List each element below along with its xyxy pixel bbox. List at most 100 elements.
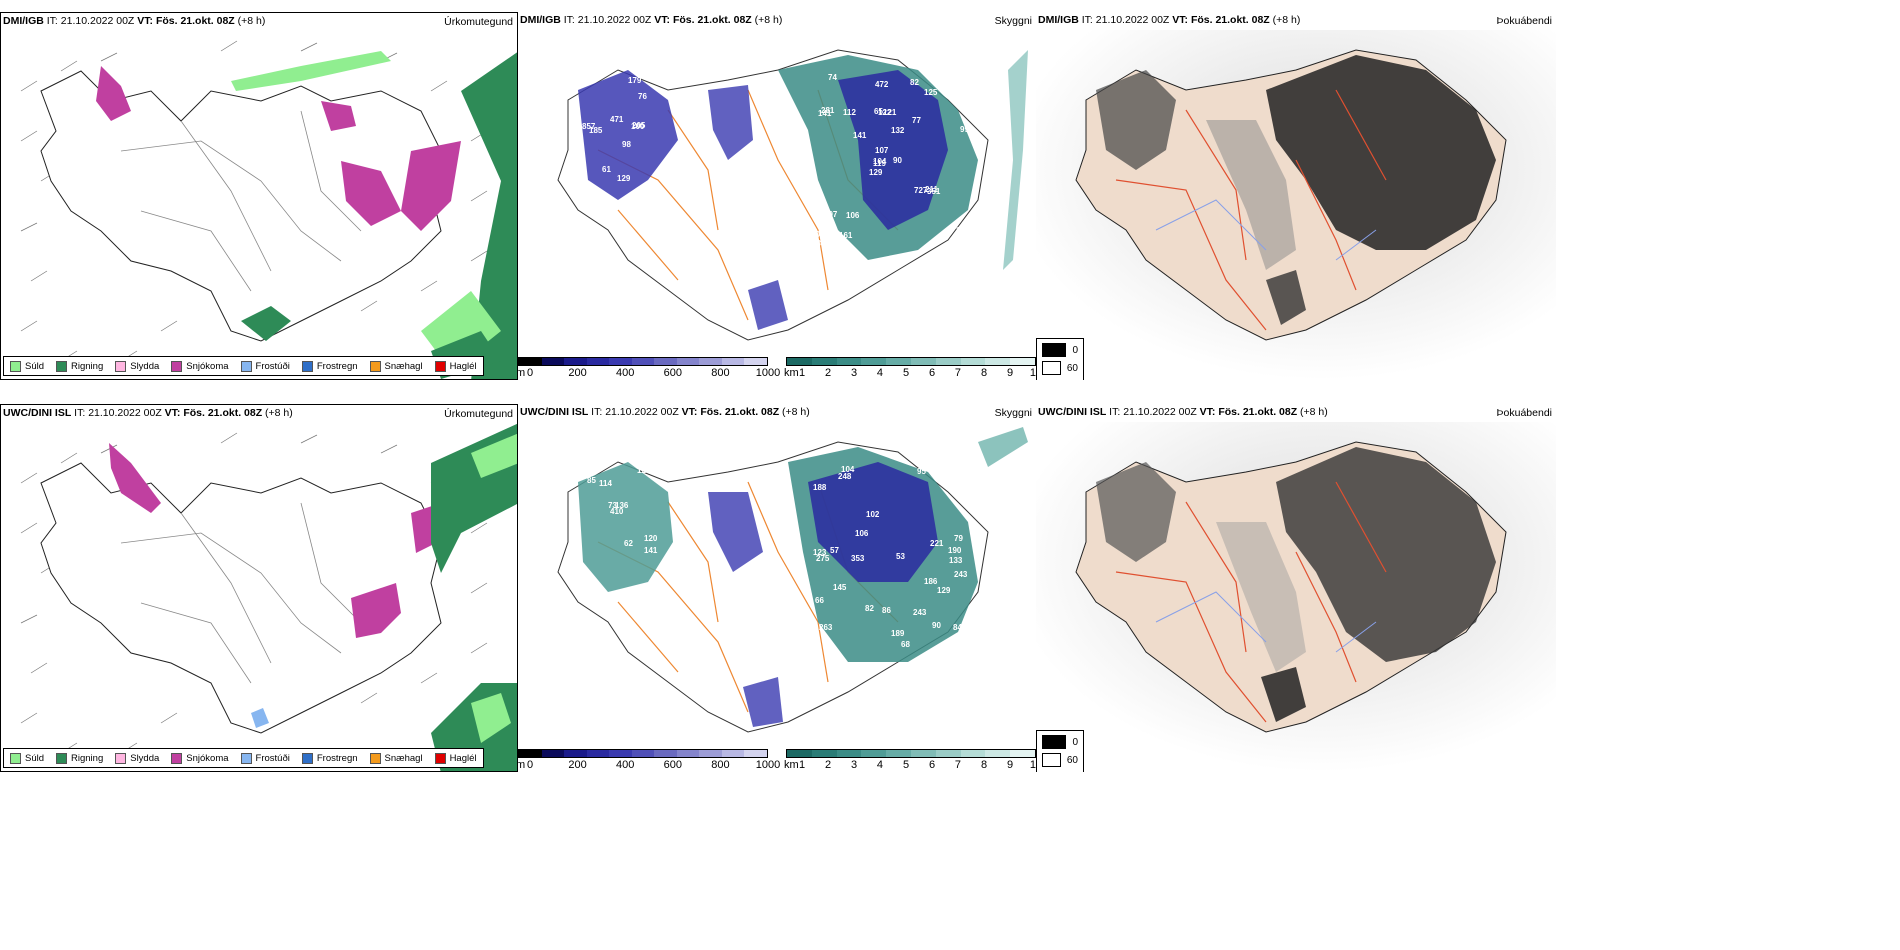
ceiling-value-label: 95 bbox=[917, 467, 926, 476]
colorbar-swatch bbox=[935, 358, 961, 365]
ceiling-value-label: 106 bbox=[855, 529, 869, 538]
colorbar-tick-label: 1 bbox=[798, 759, 806, 771]
ceiling-value-label: 53 bbox=[896, 552, 905, 561]
colorbar-swatch bbox=[960, 358, 986, 365]
colorbar-swatch bbox=[631, 358, 655, 365]
colorbar-swatch bbox=[985, 750, 1011, 757]
ceiling-value-label: 353 bbox=[851, 554, 865, 563]
ceiling-value-label: 190 bbox=[948, 546, 962, 555]
colorbar-swatch bbox=[519, 358, 542, 365]
ceiling-value-label: 129 bbox=[617, 174, 631, 183]
colorbar-swatch bbox=[1010, 750, 1035, 757]
ceiling-value-label: 86 bbox=[882, 606, 891, 615]
ceiling-value-label: 150 bbox=[666, 466, 680, 475]
ceiling-value-label: 185 bbox=[589, 126, 603, 135]
ceiling-value-label: 243 bbox=[913, 608, 927, 617]
ceiling-value-label: 129 bbox=[937, 586, 951, 595]
precip-map bbox=[20, 40, 517, 379]
colorbar-swatch bbox=[609, 358, 632, 365]
ceiling-value-label: 84 bbox=[953, 623, 962, 632]
ceiling-value-label: 128 bbox=[944, 247, 958, 256]
precip-legend: Súld Rigning Slydda Snjókoma Frostúði Fr… bbox=[3, 748, 484, 768]
panel-title: Úrkomutegund bbox=[444, 408, 513, 420]
legend-item-slydda: Slydda bbox=[115, 360, 159, 372]
colorbar-swatch bbox=[721, 358, 745, 365]
ceiling-value-label: 89 bbox=[960, 99, 969, 108]
legend-item-haglel: Haglél bbox=[434, 752, 477, 764]
legend-item-snaehagl: Snæhagl bbox=[369, 360, 423, 372]
colorbar-tick-label: 400 bbox=[616, 367, 635, 379]
ceiling-value-label: 186 bbox=[924, 577, 938, 586]
ceiling-value-label: 68 bbox=[901, 640, 910, 649]
ceiling-value-label: 65 bbox=[874, 107, 883, 116]
ceiling-value-label: 133 bbox=[949, 556, 963, 565]
fog-map bbox=[1036, 30, 1556, 380]
colorbar-tick-label: 9 bbox=[1006, 759, 1014, 771]
fog-legend-item: 0 bbox=[1042, 735, 1078, 749]
height-colorbar: m 0 200 400 600 800 1000 bbox=[518, 749, 780, 771]
ceiling-value-label: 188 bbox=[813, 483, 827, 492]
colorbar-tick-label: 0 bbox=[526, 759, 534, 771]
colorbar-swatch bbox=[811, 358, 837, 365]
precip-map bbox=[20, 423, 517, 771]
fog-legend: 0 60 bbox=[1036, 730, 1084, 772]
colorbar-tick-label: 10 bbox=[1029, 759, 1036, 771]
legend-item-snjokoma: Snjókoma bbox=[171, 360, 229, 372]
colorbar-tick-label: 5 bbox=[902, 759, 910, 771]
ceiling-value-label: 281 bbox=[821, 106, 835, 115]
ceiling-value-label: 82 bbox=[865, 604, 874, 613]
colorbar-swatch bbox=[744, 358, 768, 365]
legend-item-snjokoma: Snjókoma bbox=[171, 752, 229, 764]
ceiling-value-label: 275 bbox=[816, 554, 830, 563]
colorbar-swatch bbox=[910, 358, 936, 365]
colorbar-tick-label: 7 bbox=[954, 759, 962, 771]
ceiling-value-label: 76 bbox=[638, 92, 647, 101]
colorbar-swatch bbox=[676, 358, 700, 365]
fog-legend: 0 60 bbox=[1036, 338, 1084, 380]
legend-item-rigning: Rigning bbox=[56, 752, 103, 764]
ceiling-value-label: 62 bbox=[624, 539, 633, 548]
ceiling-value-label: 106 bbox=[846, 211, 860, 220]
ceiling-value-label: 410 bbox=[610, 507, 624, 516]
ceiling-value-label: 334 bbox=[812, 239, 826, 248]
colorbar-tick-label: 1 bbox=[798, 367, 806, 379]
ceiling-value-label: 61 bbox=[602, 165, 611, 174]
fog-legend-item: 60 bbox=[1042, 361, 1078, 375]
legend-item-frostregn: Frostregn bbox=[301, 752, 358, 764]
colorbar-tick-label: 1000 bbox=[755, 759, 781, 771]
colorbar-swatch bbox=[836, 358, 862, 365]
legend-item-sild: Súld bbox=[10, 360, 44, 372]
ceiling-value-label: 145 bbox=[833, 583, 847, 592]
fog-legend-item: 60 bbox=[1042, 753, 1078, 767]
ceiling-value-label: 90 bbox=[893, 156, 902, 165]
ceiling-value-label: 248 bbox=[838, 472, 852, 481]
ceiling-value-label: 119 bbox=[873, 159, 886, 168]
ceiling-value-label: 205 bbox=[632, 121, 646, 130]
colorbar-tick-label: 10 bbox=[1029, 367, 1036, 379]
ceiling-value-label: 243 bbox=[954, 570, 968, 579]
colorbar-swatch bbox=[935, 750, 961, 757]
panel-title: Skyggni bbox=[994, 407, 1032, 419]
ceiling-value-label: 161 bbox=[839, 231, 853, 240]
precip-panel-row1: DMI/IGB IT: 21.10.2022 00Z VT: Fös. 21.o… bbox=[0, 12, 518, 380]
colorbar-swatch bbox=[910, 750, 936, 757]
ceiling-value-label: 82 bbox=[910, 78, 919, 87]
ceiling-value-label: 107 bbox=[875, 146, 889, 155]
legend-item-frostudi: Frostúði bbox=[240, 360, 290, 372]
fog-panel-row1: DMI/IGB IT: 21.10.2022 00Z VT: Fös. 21.o… bbox=[1036, 12, 1556, 380]
colorbar-tick-label: 3 bbox=[850, 367, 858, 379]
visibility-colorbar: km 12345678910 bbox=[784, 749, 1036, 771]
ceiling-value-label: 189 bbox=[891, 629, 905, 638]
ceiling-value-label: 104 bbox=[841, 465, 855, 474]
colorbar-swatch bbox=[1010, 358, 1035, 365]
colorbar-swatch bbox=[564, 750, 587, 757]
colorbar-swatch bbox=[886, 750, 911, 757]
colorbar-swatch bbox=[861, 358, 887, 365]
ceiling-value-label: 73 bbox=[608, 501, 617, 510]
colorbar-swatch bbox=[721, 750, 745, 757]
cloud-map: 120 133 263 104 136 90 66 95 73 68 188 123 85 84 82 79 6… bbox=[557, 427, 1028, 733]
ceiling-value-label: 129 bbox=[869, 168, 883, 177]
panel-title: Þokuábendi bbox=[1496, 407, 1552, 419]
ceiling-value-label: 857 bbox=[582, 122, 596, 131]
colorbar-swatch bbox=[564, 358, 587, 365]
